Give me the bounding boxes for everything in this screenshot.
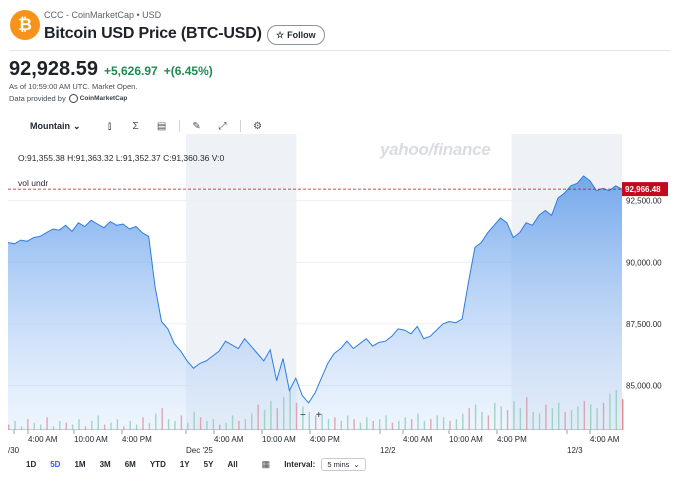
follow-label: Follow (287, 30, 316, 40)
source-line: CCC - CoinMarketCap • USD (44, 10, 162, 20)
price-change: +5,626.97 (103, 64, 158, 78)
volume-label: vol undr (18, 178, 49, 188)
toolbar-divider (239, 120, 241, 132)
coinmarketcap-icon (68, 94, 78, 103)
zoom-in-button[interactable]: + (315, 410, 322, 421)
current-price: 92,928.59 (9, 58, 98, 80)
x-tick-label: 4:00 AM (590, 435, 620, 444)
quote-header: ₿ CCC - CoinMarketCap • USD Bitcoin USD … (10, 8, 670, 48)
fullscreen-icon[interactable]: ⤢ (218, 120, 227, 132)
coinmarketcap-logo-text: CoinMarketCap (79, 95, 128, 102)
price-change-percent: +(6.45%) (163, 64, 213, 78)
coinmarketcap-logo[interactable]: CoinMarketCap (68, 94, 128, 103)
range-button-1y[interactable]: 1Y (179, 459, 190, 469)
zoom-controls: − + (300, 410, 322, 421)
volume-bar (622, 399, 624, 430)
compare-icon[interactable]: ⫾ (107, 120, 112, 132)
chart-type-label: Mountain (30, 121, 70, 131)
x-tick-label: 12/2 (380, 446, 396, 455)
price-area (8, 175, 622, 430)
bitcoin-logo-icon: ₿ (10, 10, 40, 40)
events-icon[interactable]: ▤ (156, 120, 167, 132)
x-tick-label: 10:00 AM (74, 435, 108, 444)
price-line (7, 175, 623, 404)
header-divider (10, 50, 670, 51)
yahoo-finance-watermark: yahoo/finance (380, 140, 491, 159)
y-tick-label: 87,500.00 (626, 320, 662, 329)
draw-icon[interactable]: ✎ (192, 120, 201, 132)
chart-toolbar: Mountain ⌄ ⫾ Σ ▤ ✎ ⤢ ⚙ (20, 116, 280, 136)
range-selector: 1D 5D 1M 3M 6M YTD 1Y 5Y All ▦ Interval: 5 mins … (20, 456, 366, 472)
interval-label: Interval: (284, 459, 316, 469)
last-price-label: 92,966.48 (625, 185, 661, 194)
range-button-6m[interactable]: 6M (124, 459, 136, 469)
x-tick-label: 4:00 PM (497, 435, 527, 444)
last-price-badge (622, 182, 668, 197)
interval-select[interactable]: 5 mins ⌄ (321, 457, 366, 471)
zoom-out-button[interactable]: − (300, 410, 306, 421)
x-tick-label: 10:00 AM (262, 435, 296, 444)
page-title: Bitcoin USD Price (BTC-USD) (44, 25, 262, 42)
settings-icon[interactable]: ⚙ (253, 120, 263, 132)
follow-button[interactable]: ☆ Follow (267, 25, 325, 45)
chevron-down-icon: ⌄ (353, 459, 360, 469)
range-button-all[interactable]: All (227, 459, 238, 469)
range-button-3m[interactable]: 3M (99, 459, 111, 469)
x-tick-label: 4:00 AM (214, 435, 244, 444)
price-chart[interactable]: 92,500.00 90,000.00 87,500.00 85,000.00 92,… (0, 134, 680, 430)
x-tick-label: 4:00 PM (310, 435, 340, 444)
range-button-ytd[interactable]: YTD (149, 459, 166, 469)
x-tick-label: 4:00 AM (403, 435, 433, 444)
x-tick-label: Dec '25 (186, 446, 213, 455)
provided-by-label: Data provided by (9, 94, 66, 103)
x-tick-label: 10:00 AM (449, 435, 483, 444)
calendar-icon[interactable]: ▦ (261, 458, 271, 469)
chart-type-select[interactable]: Mountain ⌄ (30, 121, 81, 132)
chevron-down-icon: ⌄ (73, 120, 81, 131)
toolbar-divider (178, 120, 180, 132)
interval-value: 5 mins (327, 459, 350, 469)
x-tick-label: 12/3 (567, 446, 583, 455)
range-button-1m[interactable]: 1M (74, 459, 86, 469)
as-of-timestamp: As of 10:59:00 AM UTC. Market Open. (9, 82, 138, 91)
range-button-5d[interactable]: 5D (50, 459, 61, 469)
y-tick-label: 90,000.00 (626, 258, 662, 267)
x-tick-label: 4:00 PM (122, 435, 152, 444)
y-tick-label: 85,000.00 (626, 382, 662, 391)
x-tick-label: /30 (8, 446, 20, 455)
price-row: 92,928.59 +5,626.97 +(6.45%) (9, 58, 213, 80)
indicators-icon[interactable]: Σ (132, 120, 139, 132)
ohlc-readout: O:91,355.38 H:91,363.32 L:91,352.37 C:91… (18, 153, 225, 163)
range-button-5y[interactable]: 5Y (203, 459, 214, 469)
y-tick-label: 92,500.00 (626, 197, 662, 206)
range-button-1d[interactable]: 1D (26, 459, 37, 469)
x-tick-label: 4:00 AM (28, 435, 58, 444)
data-provider: Data provided by CoinMarketCap (9, 94, 127, 103)
star-outline-icon: ☆ (276, 29, 285, 40)
